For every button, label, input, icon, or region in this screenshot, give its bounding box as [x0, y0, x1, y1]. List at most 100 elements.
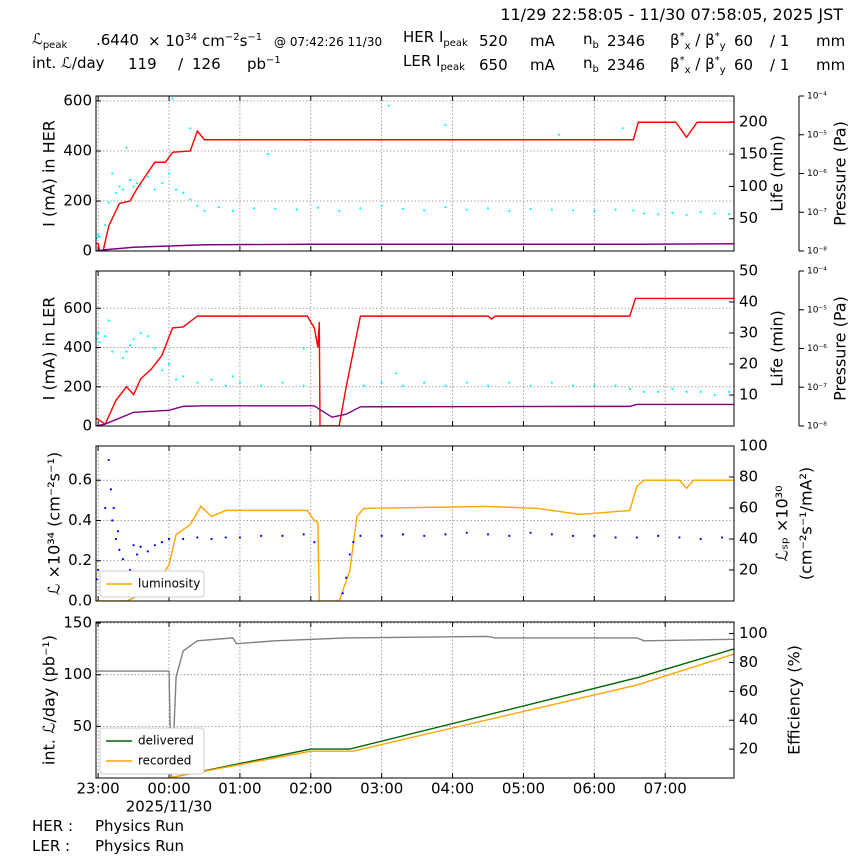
series-point — [196, 204, 199, 207]
ler-beta-unit: mm — [816, 56, 846, 74]
y-tick-label: 100 — [63, 665, 92, 683]
y-axis-label: int. ℒ/day (pb⁻¹) — [40, 635, 59, 765]
text: b — [592, 64, 599, 75]
series-point — [97, 233, 100, 236]
y3-tick-label: 10⁻⁶ — [807, 169, 827, 179]
x-tick-label: 00:00 — [147, 780, 190, 798]
x-tick-label: 06:00 — [573, 780, 616, 798]
text: * — [714, 55, 720, 66]
series-point — [231, 209, 234, 213]
her-current: 520 — [479, 32, 508, 50]
y2-tick-label: 20 — [739, 561, 758, 579]
plot-area — [96, 97, 734, 251]
her-beta-unit: mm — [816, 32, 846, 50]
text: / — [695, 31, 701, 49]
series-point — [699, 211, 702, 214]
text: n — [583, 54, 593, 72]
series-point — [614, 536, 617, 539]
y3-tick-label: 10⁻⁶ — [807, 344, 827, 354]
text: β — [670, 31, 680, 49]
intl-recorded: 126 — [192, 55, 221, 73]
series-point — [132, 544, 135, 547]
y2-tick-label: 30 — [739, 324, 758, 342]
series-point — [112, 506, 115, 510]
series-point — [352, 541, 355, 544]
series-point — [423, 209, 426, 212]
series-point — [727, 213, 731, 216]
series-point — [614, 384, 617, 387]
series-point — [465, 531, 468, 534]
series-point — [401, 533, 405, 536]
intl-sep: / — [178, 55, 184, 73]
her-nb-label: nb — [583, 30, 599, 55]
series-point — [642, 212, 646, 215]
series-point — [657, 390, 660, 393]
text: y — [719, 65, 726, 76]
y2-tick-label: 10 — [739, 386, 758, 404]
plot-frame — [95, 270, 735, 427]
y-tick-label: 600 — [63, 299, 92, 317]
y2-tick-label: 60 — [739, 499, 758, 517]
series-point — [465, 381, 468, 384]
y2-tick-label: 50 — [739, 209, 758, 227]
series-point — [571, 534, 575, 538]
series-point — [252, 207, 256, 210]
y-tick-label: 200 — [63, 192, 92, 210]
series-point — [529, 531, 532, 534]
series-point — [97, 568, 100, 572]
her-ipeak-label: HER Ipeak — [403, 28, 468, 53]
series-point — [727, 390, 731, 393]
series-point — [139, 545, 142, 548]
text: × 10 — [148, 32, 185, 50]
series-point — [557, 133, 561, 136]
series-point — [146, 335, 149, 338]
series-point — [699, 537, 702, 541]
y2-tick-label: 40 — [739, 530, 758, 548]
series-point — [175, 378, 178, 381]
series-point — [111, 519, 114, 522]
series-point — [444, 384, 447, 387]
y2-tick-label: 200 — [739, 112, 768, 130]
series-point — [529, 384, 532, 387]
series-point — [423, 381, 426, 384]
y-tick-label: 600 — [63, 92, 92, 110]
text: * — [679, 31, 685, 42]
series-point — [146, 175, 149, 178]
text: cm — [201, 32, 225, 50]
series-point — [111, 350, 114, 353]
series-point — [260, 384, 263, 387]
text: HER I — [403, 28, 444, 46]
series-point — [109, 488, 112, 491]
series-point — [713, 212, 716, 215]
y2-tick-label: 40 — [739, 293, 758, 311]
y3-tick-label: 10⁻⁸ — [807, 247, 827, 257]
series-point — [160, 182, 164, 185]
series-point — [167, 537, 171, 541]
ler-bunches: 2346 — [607, 56, 646, 74]
her-beta-x: 60 — [734, 32, 754, 50]
date-range: 11/29 22:58:05 - 11/30 07:58:05, 2025 JS… — [500, 5, 843, 24]
series-point — [136, 553, 139, 556]
series-point — [657, 534, 660, 538]
y3-tick-label: 10⁻⁴ — [807, 267, 827, 277]
y2-tick-label: 50 — [739, 262, 758, 280]
series-point — [699, 390, 702, 393]
series-point — [107, 319, 110, 322]
y3-tick-label: 10⁻⁸ — [807, 422, 827, 432]
text: peak — [42, 40, 68, 51]
series-point — [444, 205, 447, 209]
x-tick-label: 04:00 — [431, 780, 474, 798]
series-point — [313, 541, 316, 544]
y2-axis-label: Life (min) — [768, 310, 787, 387]
series-point — [614, 208, 617, 211]
series-point — [281, 534, 284, 538]
intl-unit: pb−1 — [247, 52, 281, 73]
lpeak-value: .6440 — [96, 31, 139, 49]
x-tick-label: 05:00 — [502, 780, 545, 798]
y2-axis-label: ℒₛₚ ×10³⁰ — [773, 485, 792, 561]
series-point — [657, 213, 660, 216]
series-point — [153, 544, 156, 547]
series-point — [685, 213, 688, 216]
y2-tick-label: 80 — [739, 653, 758, 671]
text: / — [695, 55, 701, 73]
